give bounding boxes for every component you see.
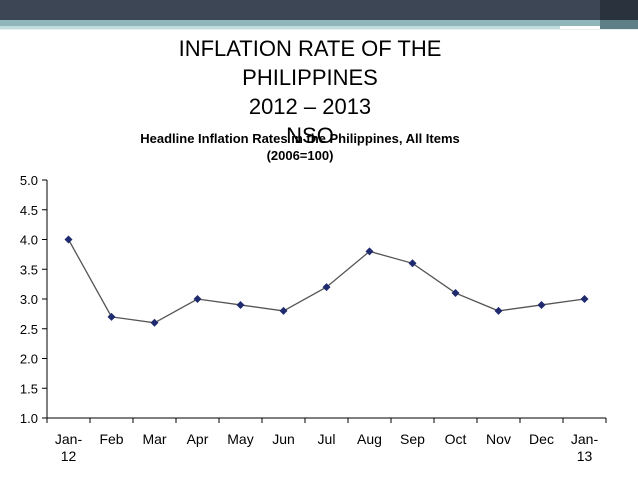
x-tick-label: May bbox=[227, 431, 253, 447]
x-tick-label-line: May bbox=[227, 431, 253, 447]
y-tick-label: 1.0 bbox=[20, 411, 38, 426]
slide-title-line: INFLATION RATE OF THE bbox=[178, 36, 442, 61]
y-tick-label: 4.0 bbox=[20, 233, 38, 248]
chart-title: Headline Inflation Rates in the Philippi… bbox=[140, 131, 460, 146]
data-point-marker bbox=[537, 300, 546, 309]
series-line bbox=[67, 239, 585, 324]
x-tick-label: Jul bbox=[318, 431, 336, 447]
data-point-marker bbox=[236, 300, 245, 309]
x-tick-label: Jan-13 bbox=[571, 431, 599, 464]
x-tick-label-line: Jun bbox=[272, 431, 295, 447]
x-tick-label: Jun bbox=[272, 431, 295, 447]
data-point-marker bbox=[494, 306, 503, 315]
y-tick-label: 2.5 bbox=[20, 322, 38, 337]
y-tick-label: 3.5 bbox=[20, 262, 38, 277]
data-point-marker bbox=[150, 318, 159, 327]
x-tick-label-line: Jan- bbox=[571, 431, 599, 447]
x-tick-label: Aug bbox=[357, 431, 382, 447]
x-tick-label: Oct bbox=[445, 431, 467, 447]
slide-title: INFLATION RATE OF THE PHILIPPINES 2012 –… bbox=[110, 34, 510, 150]
x-tick-label-line: Aug bbox=[357, 431, 382, 447]
x-tick-label-line: Feb bbox=[99, 431, 123, 447]
x-tick-label-line: Oct bbox=[445, 431, 467, 447]
y-tick-label: 3.0 bbox=[20, 292, 38, 307]
data-point-marker bbox=[580, 295, 589, 303]
data-point-marker bbox=[322, 283, 331, 292]
x-tick-label-line: Apr bbox=[187, 431, 209, 447]
data-point-marker bbox=[279, 306, 288, 315]
data-point-marker bbox=[365, 247, 374, 256]
data-point-marker bbox=[107, 312, 116, 321]
x-tick-label: Mar bbox=[142, 431, 166, 447]
x-tick-label: Jan-12 bbox=[55, 431, 83, 464]
chart-subtitle: (2006=100) bbox=[267, 148, 334, 163]
x-tick-label-line: Jul bbox=[318, 431, 336, 447]
x-tick-label: Apr bbox=[187, 431, 209, 447]
x-tick-label: Sep bbox=[400, 431, 425, 447]
x-tick-label-line: Mar bbox=[142, 431, 166, 447]
y-tick-label: 2.0 bbox=[20, 352, 38, 367]
x-tick-label: Feb bbox=[99, 431, 123, 447]
chart-series bbox=[64, 235, 589, 327]
data-point-marker bbox=[193, 295, 202, 303]
x-tick-label-line: Nov bbox=[486, 431, 511, 447]
x-tick-label-line: Jan- bbox=[55, 431, 83, 447]
slide-header-bar bbox=[0, 0, 638, 30]
x-tick-label-line: 12 bbox=[61, 448, 77, 464]
x-tick-label-line: 13 bbox=[577, 448, 593, 464]
data-point-marker bbox=[451, 289, 460, 298]
data-point-marker bbox=[64, 235, 73, 244]
slide-title-line: 2012 – 2013 bbox=[248, 94, 372, 119]
data-point-marker bbox=[408, 259, 417, 268]
x-tick-label-line: Sep bbox=[400, 431, 425, 447]
y-tick-label: 5.0 bbox=[20, 173, 38, 188]
x-tick-label: Nov bbox=[486, 431, 511, 447]
slide-title-line: PHILIPPINES bbox=[242, 65, 378, 90]
x-tick-label: Dec bbox=[529, 431, 554, 447]
x-tick-label-line: Dec bbox=[529, 431, 554, 447]
y-tick-label: 1.5 bbox=[20, 381, 38, 396]
slide-title-line: NSO bbox=[286, 123, 334, 148]
y-tick-label: 4.5 bbox=[20, 203, 38, 218]
